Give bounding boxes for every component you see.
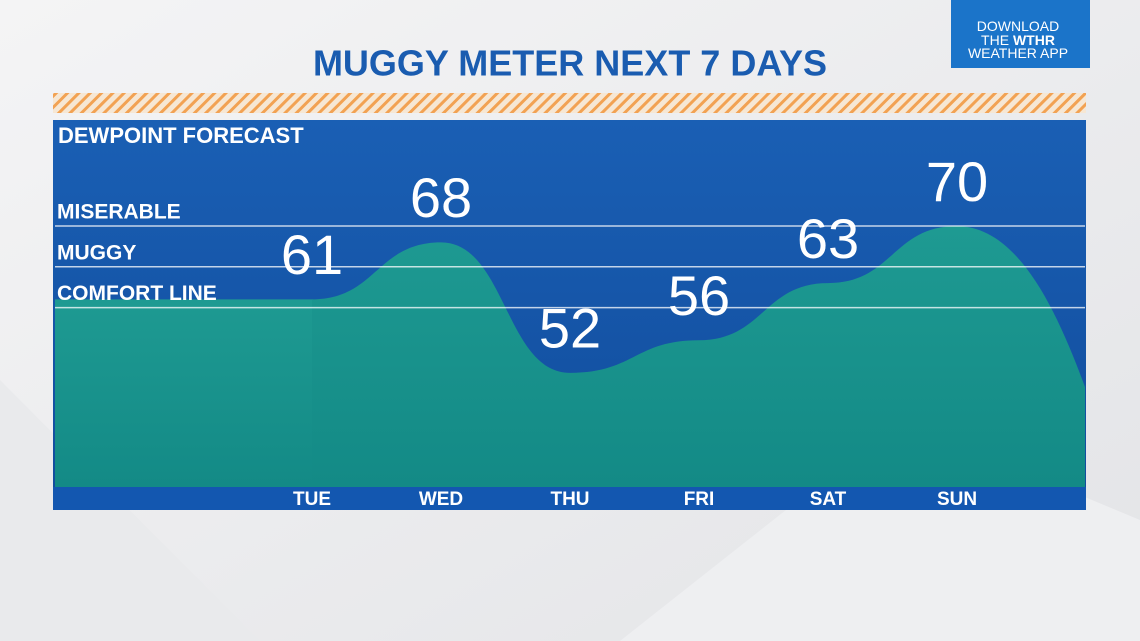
chart-subtitle: DEWPOINT FORECAST xyxy=(58,123,304,148)
day-bar xyxy=(53,487,1086,510)
area xyxy=(312,226,957,487)
badge-line: THE xyxy=(981,32,1009,48)
badge-text: DOWNLOAD xyxy=(977,18,1059,34)
value-label: 56 xyxy=(668,264,730,327)
value-label: 52 xyxy=(539,297,601,360)
area-edge xyxy=(55,299,313,487)
app-badge xyxy=(951,0,1090,68)
day-label: THU xyxy=(550,489,589,510)
value-label: 63 xyxy=(797,207,859,270)
value-label: 61 xyxy=(281,223,343,286)
value-label: 68 xyxy=(410,166,472,229)
threshold-label: MISERABLE xyxy=(57,201,181,224)
day-label: FRI xyxy=(684,489,715,510)
badge-text: THE WTHR xyxy=(981,32,1055,48)
threshold-label: MUGGY xyxy=(57,241,136,264)
day-label: WED xyxy=(419,489,463,510)
threshold-label: COMFORT LINE xyxy=(57,282,217,305)
badge-line: DOWNLOAD xyxy=(977,18,1059,34)
plot xyxy=(55,226,1085,487)
badge-text: WEATHER APP xyxy=(968,45,1068,61)
hatch-stripe xyxy=(53,93,1086,113)
area-edge xyxy=(956,226,1085,487)
badge-brand: WTHR xyxy=(1013,32,1055,48)
badge-line: WEATHER APP xyxy=(968,45,1068,61)
value-label: 70 xyxy=(926,150,988,213)
day-label: TUE xyxy=(293,489,331,510)
day-label: SAT xyxy=(810,489,847,510)
chart-title: MUGGY METER NEXT 7 DAYS xyxy=(313,43,827,84)
day-label: SUN xyxy=(937,489,977,510)
